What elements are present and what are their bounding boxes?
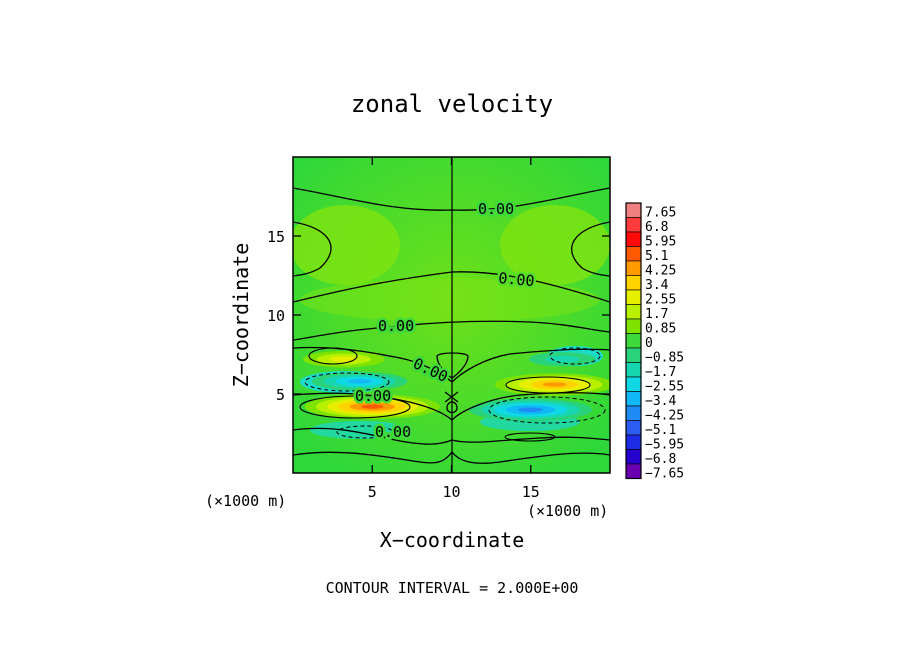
feature-maximum-level — [542, 382, 567, 387]
upper-light-band-right — [500, 205, 610, 285]
negative-contours — [304, 347, 606, 439]
negative-contour-lower-left — [336, 425, 394, 439]
x-tick-label: 10 — [442, 483, 460, 501]
colorbar-label: −3.4 — [645, 394, 676, 409]
colorbar-label: 7.65 — [645, 206, 676, 221]
y-axis-ticks: 5 10 15 — [267, 228, 610, 404]
colorbar-swatch — [625, 376, 642, 392]
x-axis-label: X−coordinate — [380, 528, 525, 552]
colorbar-label: −5.95 — [645, 438, 684, 453]
colorbar-swatch — [625, 246, 642, 262]
x-unit-label-left: (×1000 m) — [205, 492, 286, 510]
plot-area — [293, 157, 610, 473]
contour-line-bottom-right — [451, 436, 610, 443]
feature-maximum-level — [360, 404, 384, 409]
colorbar-swatch — [625, 318, 642, 334]
colorbar-label: −0.85 — [645, 351, 684, 366]
colorbar-swatch — [625, 202, 642, 218]
colorbar-label: 0 — [645, 336, 653, 351]
contour-loop-right — [571, 221, 610, 277]
positive-contour-left-outer — [299, 395, 411, 419]
colorbar-label: −6.8 — [645, 452, 676, 467]
colorbar-swatch — [625, 217, 642, 233]
contour-interval-footer: CONTOUR INTERVAL = 2.000E+00 — [326, 579, 579, 597]
colorbar-swatch — [625, 405, 642, 421]
colorbar-swatch — [625, 275, 642, 291]
contour-label: 0.00 — [478, 200, 514, 218]
negative-contour-upper-right — [549, 347, 601, 365]
colorbar-swatch — [625, 449, 642, 465]
x-tick-label: 15 — [522, 483, 540, 501]
cyan-region-lower — [310, 421, 410, 439]
y-tick-label: 5 — [276, 386, 285, 404]
colorbar: 7.656.85.955.14.253.42.551.70.850−0.85−1… — [625, 202, 684, 482]
x-unit-label-right: (×1000 m) — [527, 502, 608, 520]
contour-line-bottom-left — [293, 427, 453, 445]
colorbar-swatch — [625, 333, 642, 349]
upper-light-band-left — [293, 205, 400, 285]
negative-contour-left — [304, 372, 390, 392]
negative-contour-right — [488, 396, 606, 424]
y-axis-label: Z−coordinate — [229, 243, 253, 388]
colorbar-swatch — [625, 304, 642, 320]
colorbar-frame — [625, 202, 642, 480]
contour-label: 0.00 — [355, 387, 391, 405]
feature-minimum-level — [545, 355, 580, 363]
contour-line-middle — [293, 320, 610, 341]
middle-light-band — [300, 278, 600, 322]
colorbar-swatch — [625, 362, 642, 378]
positive-contour-right-upper — [505, 376, 591, 394]
colorbar-label: 5.1 — [645, 249, 668, 264]
colorbar-label: −1.7 — [645, 365, 676, 380]
colorbar-label: −5.1 — [645, 423, 676, 438]
x-axis-ticks: 5 10 15 — [368, 157, 540, 501]
contour-loop-left — [293, 221, 332, 277]
colorbar-swatch — [625, 391, 642, 407]
colorbar-swatch — [625, 289, 642, 305]
y-tick-label: 10 — [267, 307, 285, 325]
contour-label: 0.00 — [375, 423, 411, 441]
positive-contour-lower-right — [504, 432, 556, 442]
contour-center-loop — [446, 401, 458, 414]
colorbar-label: −7.65 — [645, 467, 684, 482]
feature-maximum-level — [330, 356, 358, 362]
colorbar-swatch — [625, 347, 642, 363]
feature-minimum-level — [347, 379, 372, 384]
colorbar-swatch — [625, 420, 642, 436]
chart-title: zonal velocity — [351, 90, 553, 118]
colorbar-label: 1.7 — [645, 307, 668, 322]
positive-contours — [299, 347, 591, 442]
contour-label: 0.00 — [378, 317, 414, 335]
colorbar-label: 0.85 — [645, 322, 676, 337]
colorbar-label: 5.95 — [645, 235, 676, 250]
colorbar-swatch — [625, 231, 642, 247]
colorbar-label: 3.4 — [645, 278, 669, 293]
positive-contour-upper-left — [308, 347, 358, 365]
feature-minimum-level — [518, 407, 544, 413]
colorbar-label: 4.25 — [645, 264, 676, 279]
colorbar-label: 2.55 — [645, 293, 676, 308]
colorbar-label: −4.25 — [645, 409, 684, 424]
colorbar-label: −2.55 — [645, 380, 684, 395]
colorbar-swatch — [625, 434, 642, 450]
colorbar-swatch — [625, 260, 642, 276]
colorbar-label: 6.8 — [645, 220, 668, 235]
x-tick-label: 5 — [368, 483, 377, 501]
contour-label: 0.00 — [498, 269, 536, 290]
y-tick-label: 15 — [267, 228, 285, 246]
colorbar-swatch — [625, 463, 642, 479]
